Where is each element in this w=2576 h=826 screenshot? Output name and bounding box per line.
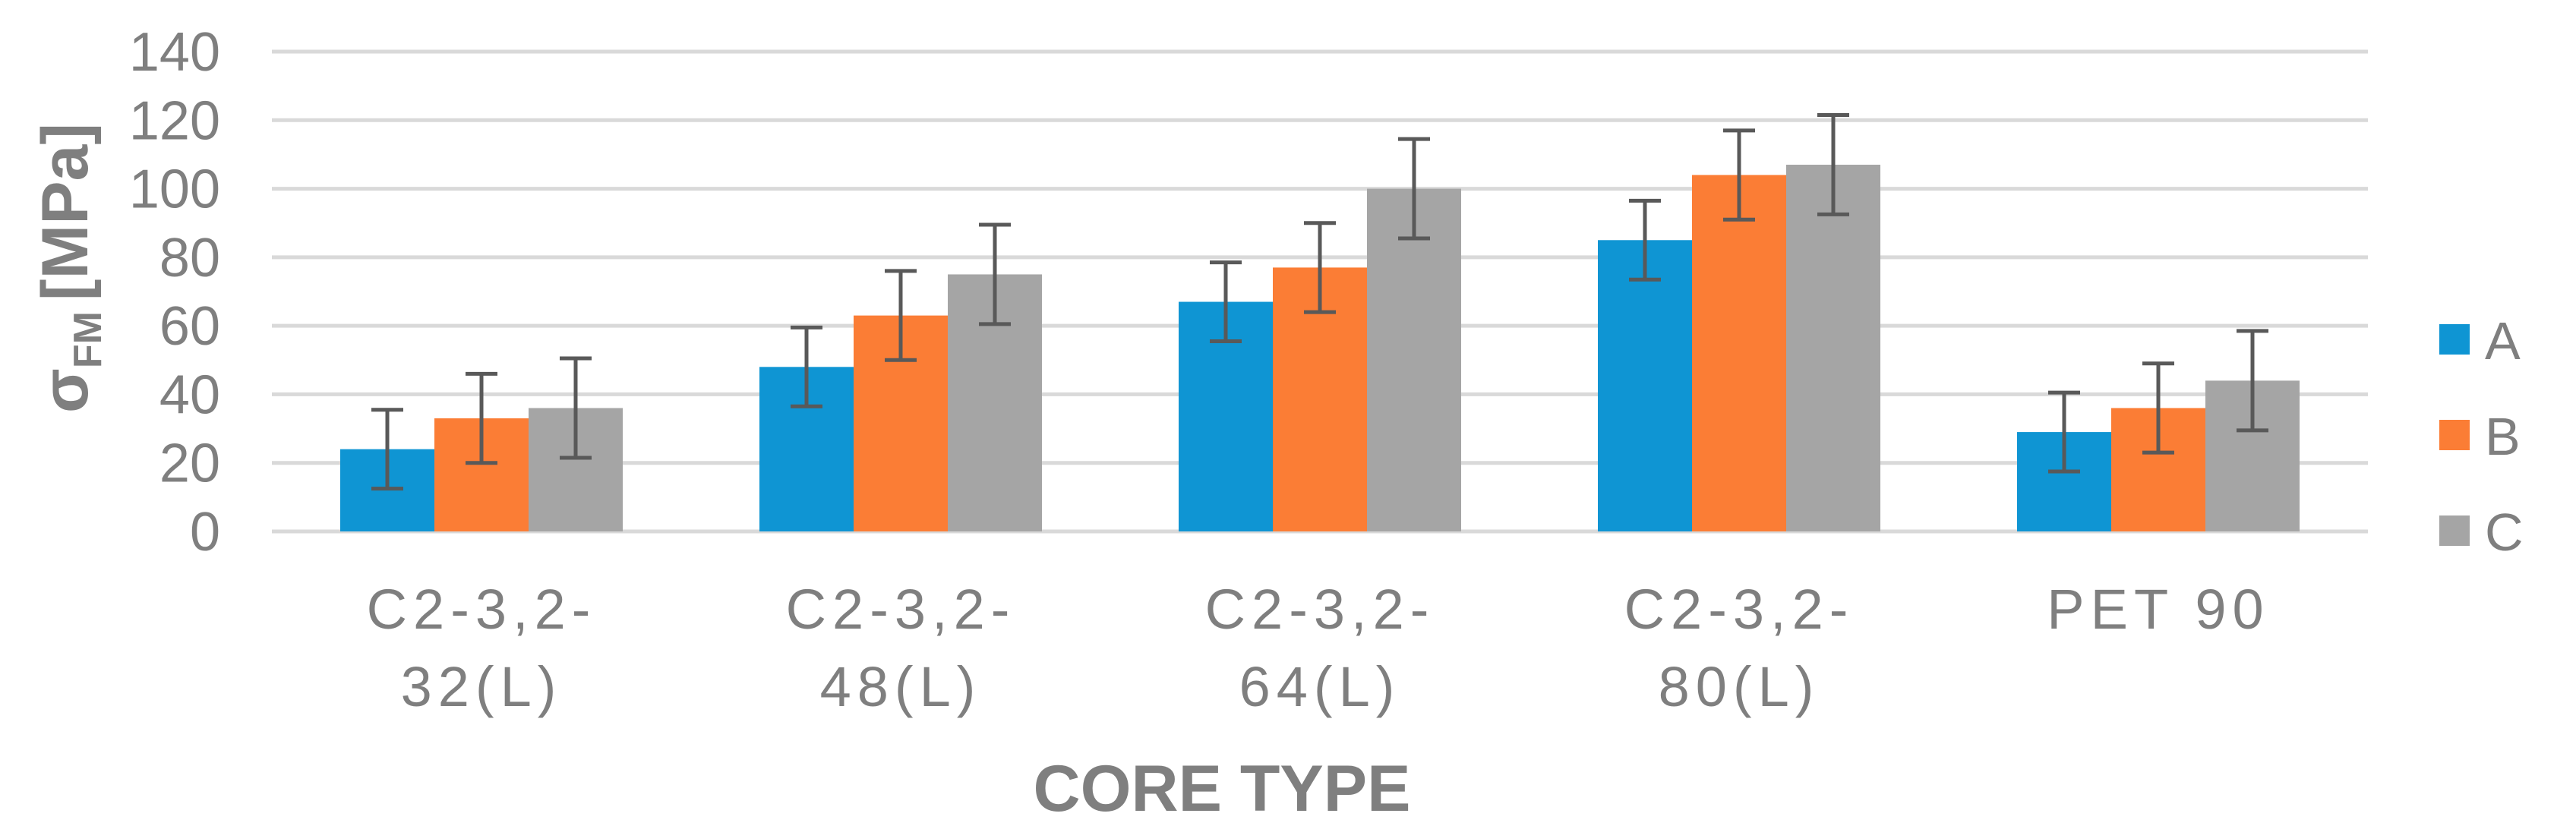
x-category-label: 48(L) (820, 655, 982, 718)
legend-swatch-b (2439, 420, 2470, 450)
y-tick-label: 80 (159, 228, 220, 288)
y-axis-subscript: FM (66, 311, 110, 368)
x-category-label: 80(L) (1659, 655, 1820, 718)
legend-label-b: B (2485, 407, 2521, 466)
x-category-label: C2-3,2- (367, 578, 597, 641)
bars (340, 164, 2300, 532)
legend: ABC (2439, 311, 2524, 562)
x-category-label: C2-3,2- (786, 578, 1016, 641)
y-tick-label: 120 (129, 90, 220, 151)
bar-c (1786, 164, 1880, 531)
x-category-label: C2-3,2- (1624, 578, 1855, 641)
y-tick-label: 20 (159, 433, 220, 494)
y-tick-label: 60 (159, 296, 220, 357)
y-tick-label: 100 (129, 159, 220, 220)
x-category-label: C2-3,2- (1205, 578, 1435, 641)
y-tick-label: 40 (159, 364, 220, 425)
x-axis-title: CORE TYPE (1034, 752, 1411, 825)
x-category-label: PET 90 (2047, 578, 2269, 641)
y-axis-symbol: σ (29, 368, 102, 413)
bar-a (1598, 240, 1692, 531)
legend-label-a: A (2485, 311, 2521, 370)
x-category-label: 64(L) (1239, 655, 1401, 718)
x-axis-categories: C2-3,2- 32(L) C2-3,2- 48(L) C2-3,2- 64(L) C2-3… (367, 578, 2269, 718)
y-tick-label: 140 (129, 22, 220, 83)
legend-swatch-c (2439, 515, 2470, 546)
x-category-label: 32(L) (401, 655, 563, 718)
legend-label-c: C (2485, 503, 2524, 562)
y-axis-title: σFM [MPa] (29, 123, 110, 413)
y-axis-ticks: 0 20 40 60 80 100 120 140 (129, 22, 220, 563)
error-bars (371, 113, 2268, 491)
legend-swatch-a (2439, 324, 2470, 355)
y-axis-unit: [MPa] (29, 123, 102, 301)
y-tick-label: 0 (190, 502, 220, 563)
bar-b (1692, 175, 1786, 531)
bar-c (1367, 188, 1461, 532)
